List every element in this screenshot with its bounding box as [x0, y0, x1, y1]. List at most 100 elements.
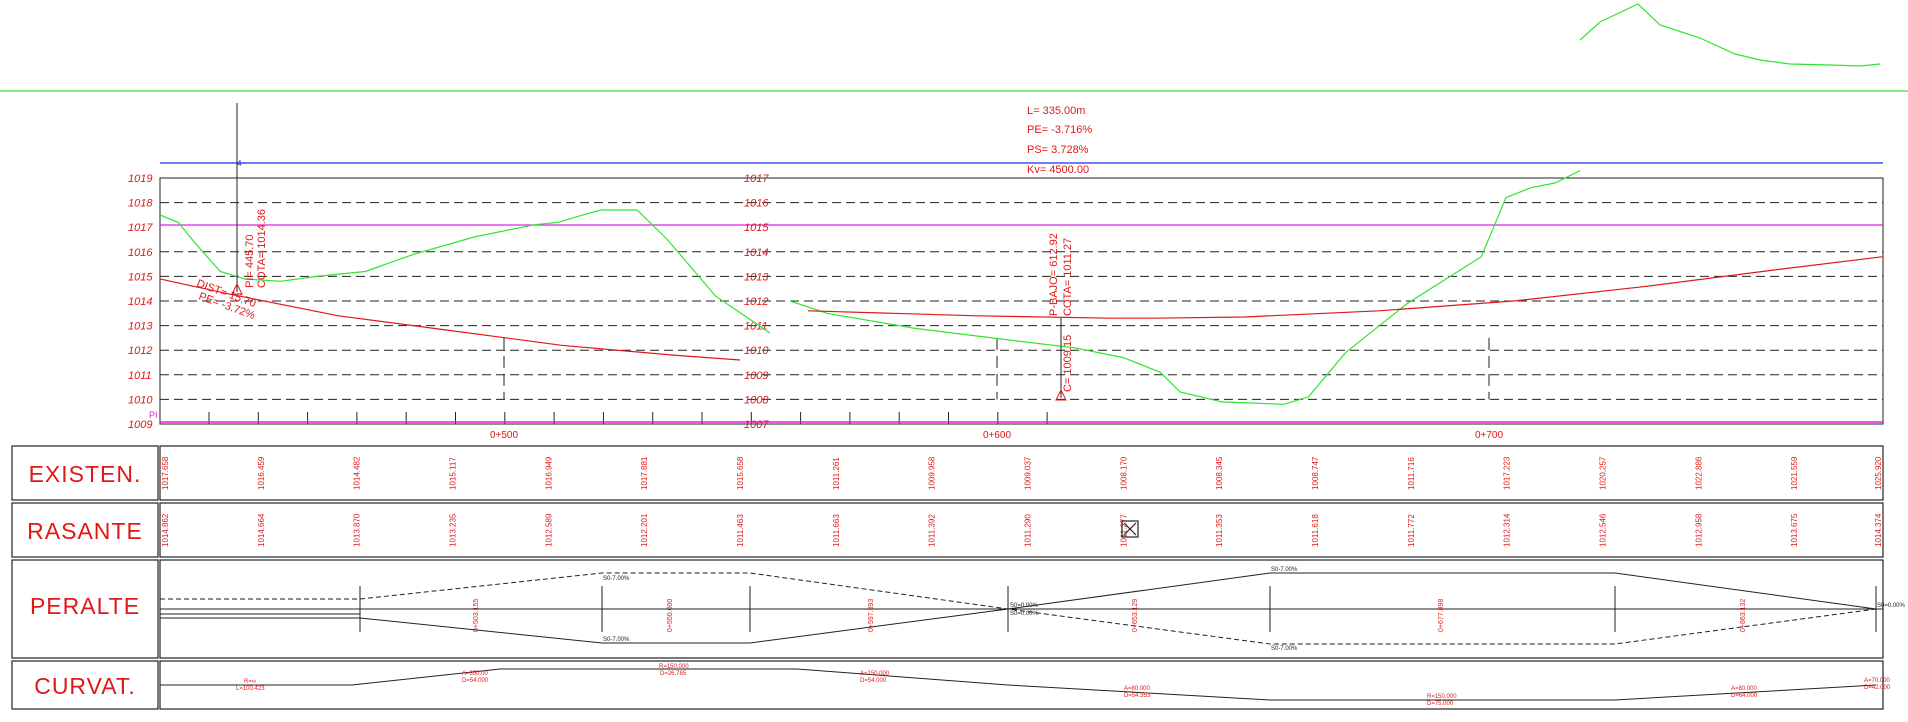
- existen-value: 1021.559: [1790, 456, 1799, 490]
- vertical-curve-info: L= 335.00m PE= -3.716% PS= 3.728% Kv= 45…: [1027, 105, 1092, 176]
- curvat-text: R=150.000: [1427, 694, 1457, 700]
- terrain-upper-tail: [1579, 3, 1881, 67]
- grade-line-series: [159, 278, 741, 361]
- curvat-labels: R=∞ L=100.423 A=350.00 D=54.000 R=150.00…: [236, 664, 1891, 707]
- rasante-value: 1012.589: [544, 513, 553, 547]
- pi-start-marker: PI: [149, 410, 158, 420]
- peralte-s-label: S0-7.00%: [1271, 646, 1298, 652]
- band-peralte: PERALTE S0-7.00% S0-7.00% S0-7.00% S0-7.…: [11, 559, 1906, 659]
- existen-value: 1009.958: [928, 456, 937, 490]
- existen-value: 1016.459: [257, 456, 266, 490]
- vcurve-ps: PS= 3.728%: [1027, 144, 1089, 156]
- left-axis-tick: 1018: [128, 198, 153, 210]
- left-axis-tick: 1015: [128, 271, 153, 283]
- curvat-text: D=26.785: [660, 671, 687, 677]
- curvat-label: CURVAT.: [34, 673, 136, 699]
- curvat-text: A=350.00: [462, 671, 489, 677]
- left-axis-tick: 1011: [128, 370, 152, 382]
- vcurve-length: L= 335.00m: [1027, 105, 1085, 117]
- mid-axis-tick: 1011: [744, 321, 768, 333]
- profile-series: [159, 170, 1884, 405]
- rasante-value: 1011.772: [1407, 514, 1416, 547]
- low-c-label: C= 1009.15: [1062, 335, 1074, 392]
- mid-axis-tick: 1009: [744, 370, 768, 382]
- mid-axis-tick: 1015: [744, 222, 769, 234]
- existen-value-box: [159, 445, 1884, 501]
- left-axis-tick: 1010: [128, 394, 153, 406]
- curvat-text: R=∞: [244, 679, 256, 685]
- band-curvat: CURVAT. R=∞ L=100.423 A=350.00 D=54.000 …: [11, 660, 1891, 710]
- existen-value: 1016.949: [544, 456, 553, 490]
- rasante-value-box: [159, 502, 1884, 558]
- rasante-value: 1011.290: [1024, 514, 1033, 547]
- curvat-text: A=80.000: [1124, 686, 1151, 692]
- curvat-text: D=42.000: [1864, 685, 1891, 691]
- mid-axis-tick: 1013: [744, 271, 769, 283]
- mid-axis-tick: 1016: [744, 198, 769, 210]
- peralte-station: 0+503.155: [473, 599, 480, 632]
- vertex-pi-label: PI= 445.70: [244, 234, 256, 288]
- mid-axis-tick: 1007: [744, 419, 769, 431]
- peralte-s-labels: S0-7.00% S0-7.00% S0-7.00% S0-7.00% S0=0…: [603, 567, 1906, 652]
- existen-value: 1017.881: [640, 456, 649, 490]
- left-axis-tick: 1019: [128, 173, 152, 185]
- existen-label: EXISTEN.: [29, 461, 142, 487]
- left-axis-tick: 1009: [128, 419, 152, 431]
- rasante-value: 1012.546: [1599, 513, 1608, 547]
- rasante-value: 1011.618: [1311, 514, 1320, 547]
- rasante-value: 1011.463: [736, 514, 745, 547]
- vcurve-pe: PE= -3.716%: [1027, 124, 1092, 136]
- point-annotations: PI= 445.70 COTA= 1014.36 DIST= 15.70 PE=…: [149, 103, 1074, 420]
- existen-value: 1017.223: [1503, 456, 1512, 490]
- grade-curve-series: [807, 256, 1884, 319]
- rasante-value: 1014.862: [161, 513, 170, 547]
- existen-value: 1014.482: [353, 456, 362, 490]
- station-labels: 0+500 0+600 0+700: [490, 430, 1504, 441]
- existen-value: 1009.037: [1024, 456, 1033, 490]
- curvat-text: D=54.000: [860, 678, 887, 684]
- rasante-value: 1012.314: [1503, 513, 1512, 547]
- existen-value: 1008.747: [1311, 456, 1320, 490]
- rasante-value: 1011.353: [1215, 514, 1224, 547]
- curvat-label-box: [11, 660, 159, 710]
- left-axis-tick: 1013: [128, 321, 153, 333]
- existen-value: 1025.920: [1874, 456, 1883, 490]
- rasante-value: 1011.392: [928, 514, 937, 547]
- left-axis-tick: 1016: [128, 247, 153, 259]
- curvat-text: D=75.000: [1427, 701, 1454, 707]
- peralte-s-label: S0=0.00%: [1877, 603, 1906, 609]
- rasante-value: 1013.235: [449, 513, 458, 547]
- peralte-station: 0+653.129: [1132, 599, 1139, 632]
- existen-value: 1017.658: [161, 456, 170, 490]
- vcurve-kv: Kv= 4500.00: [1027, 164, 1089, 176]
- curvat-text: D=54.353: [1124, 693, 1151, 699]
- band-existen: EXISTEN. 1017.658 1016.459 1014.482 1015.11…: [11, 445, 1884, 501]
- peralte-ticks: [359, 586, 1877, 632]
- rasante-value: 1012.201: [640, 513, 649, 547]
- station-label: 0+700: [1475, 430, 1504, 441]
- peralte-s-label: S0-7.00%: [1271, 567, 1298, 573]
- existen-label-box: [11, 445, 159, 501]
- peralte-s-label: S0-7.00%: [603, 576, 630, 582]
- peralte-label: PERALTE: [30, 593, 140, 619]
- existen-value: 1008.345: [1215, 456, 1224, 490]
- mid-axis-tick: 1012: [744, 296, 768, 308]
- rasante-value: 1012.958: [1694, 513, 1703, 547]
- rasante-label-box: [11, 502, 159, 558]
- curvat-text: D=54.000: [462, 678, 489, 684]
- left-axis: 1019 1018 1017 1016 1015 1014 1013 1012 1011 1010…: [128, 173, 153, 431]
- existen-value: 1015.658: [736, 456, 745, 490]
- checkbox-marker-icon: [1121, 520, 1139, 538]
- curvat-text: R=150.000: [659, 664, 689, 670]
- curvat-text: A=70.000: [1864, 678, 1891, 684]
- rasante-value: 1011.663: [832, 514, 841, 547]
- existen-value: 1022.886: [1694, 456, 1703, 490]
- peralte-station: 0+863.132: [1740, 599, 1747, 632]
- left-axis-tick: 1012: [128, 345, 152, 357]
- rasante-label: RASANTE: [27, 518, 143, 544]
- mid-axis-tick: 1014: [744, 247, 768, 259]
- curvat-text: A=150.000: [860, 671, 890, 677]
- rasante-value: 1013.675: [1790, 513, 1799, 547]
- peralte-solid-line: [160, 572, 1877, 644]
